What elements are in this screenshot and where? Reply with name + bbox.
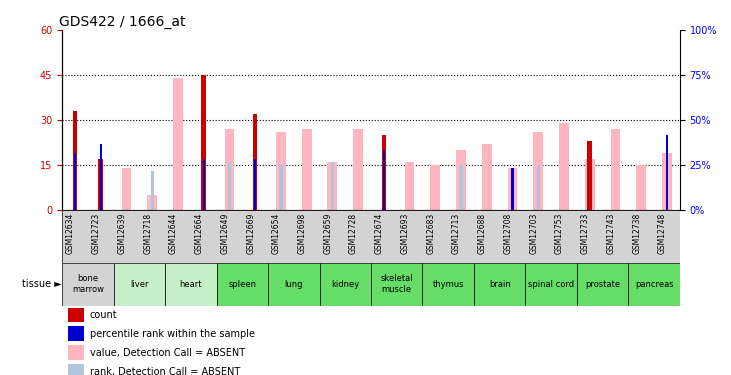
Bar [330, 162, 334, 210]
Bar [173, 78, 183, 210]
Text: GSM12708: GSM12708 [504, 213, 512, 254]
Bar [99, 144, 102, 210]
Bar [228, 162, 231, 210]
Bar [302, 129, 311, 210]
Bar [474, 262, 526, 306]
Bar [666, 135, 668, 210]
Bar [216, 262, 268, 306]
Bar [202, 159, 205, 210]
Text: GSM12674: GSM12674 [375, 213, 384, 254]
Text: liver: liver [130, 280, 148, 289]
Text: GSM12669: GSM12669 [246, 213, 255, 254]
Text: GSM12723: GSM12723 [92, 213, 101, 254]
Bar [165, 262, 216, 306]
Bar [482, 144, 492, 210]
Text: GSM12733: GSM12733 [580, 213, 590, 254]
Text: heart: heart [180, 280, 202, 289]
Text: GSM12693: GSM12693 [401, 213, 409, 254]
Bar [148, 195, 157, 210]
Bar [327, 162, 337, 210]
Bar [121, 168, 132, 210]
Bar [526, 262, 577, 306]
Text: GSM12634: GSM12634 [66, 213, 75, 254]
Bar [201, 75, 206, 210]
Bar [534, 132, 543, 210]
Bar [68, 345, 84, 360]
Text: count: count [90, 310, 118, 320]
Bar [279, 165, 283, 210]
Bar [537, 165, 540, 210]
Bar [113, 262, 165, 306]
Bar [512, 168, 514, 210]
Bar [151, 171, 154, 210]
Text: GSM12743: GSM12743 [607, 213, 616, 254]
Bar [68, 308, 84, 322]
Text: skeletal
muscle: skeletal muscle [380, 274, 413, 294]
Text: kidney: kidney [331, 280, 360, 289]
Bar [276, 132, 286, 210]
Bar [577, 262, 629, 306]
Bar [559, 123, 569, 210]
Bar [268, 262, 319, 306]
Bar [72, 111, 77, 210]
Bar [585, 159, 594, 210]
Text: GSM12644: GSM12644 [169, 213, 178, 254]
Bar [62, 262, 113, 306]
Text: GSM12664: GSM12664 [194, 213, 204, 254]
Text: brain: brain [489, 280, 510, 289]
Text: prostate: prostate [585, 280, 620, 289]
Text: rank, Detection Call = ABSENT: rank, Detection Call = ABSENT [90, 367, 240, 375]
Bar [74, 153, 76, 210]
Bar [662, 153, 672, 210]
Bar [636, 165, 646, 210]
Text: bone
marrow: bone marrow [72, 274, 104, 294]
Text: GSM12654: GSM12654 [272, 213, 281, 254]
Text: GSM12728: GSM12728 [349, 213, 358, 254]
Bar [423, 262, 474, 306]
Bar [382, 135, 386, 210]
Bar [456, 150, 466, 210]
Bar [319, 262, 371, 306]
Bar [459, 165, 463, 210]
Bar [371, 262, 423, 306]
Text: GSM12718: GSM12718 [143, 213, 152, 254]
Bar [507, 168, 518, 210]
Text: spleen: spleen [228, 280, 257, 289]
Text: GDS422 / 1666_at: GDS422 / 1666_at [59, 15, 186, 29]
Text: spinal cord: spinal cord [528, 280, 575, 289]
Text: tissue ►: tissue ► [23, 279, 62, 289]
Bar [353, 129, 363, 210]
Bar [588, 141, 592, 210]
Bar [431, 165, 440, 210]
Bar [610, 129, 621, 210]
Bar [383, 150, 385, 210]
Text: GSM12753: GSM12753 [555, 213, 564, 254]
Text: GSM12748: GSM12748 [658, 213, 667, 254]
Text: GSM12649: GSM12649 [221, 213, 230, 254]
Text: GSM12639: GSM12639 [118, 213, 126, 254]
Bar [68, 364, 84, 375]
Text: thymus: thymus [433, 280, 464, 289]
Text: GSM12659: GSM12659 [323, 213, 333, 254]
Text: GSM12738: GSM12738 [632, 213, 641, 254]
Bar [254, 159, 257, 210]
Text: lung: lung [284, 280, 303, 289]
Text: GSM12703: GSM12703 [529, 213, 538, 254]
Bar [99, 159, 103, 210]
Bar [253, 114, 257, 210]
Bar [224, 129, 235, 210]
Bar [629, 262, 680, 306]
Text: percentile rank within the sample: percentile rank within the sample [90, 329, 255, 339]
Bar [68, 326, 84, 341]
Bar [405, 162, 414, 210]
Text: GSM12683: GSM12683 [426, 213, 436, 254]
Text: GSM12688: GSM12688 [478, 213, 487, 254]
Text: value, Detection Call = ABSENT: value, Detection Call = ABSENT [90, 348, 245, 358]
Text: GSM12713: GSM12713 [452, 213, 461, 254]
Text: pancreas: pancreas [635, 280, 673, 289]
Text: GSM12698: GSM12698 [298, 213, 306, 254]
